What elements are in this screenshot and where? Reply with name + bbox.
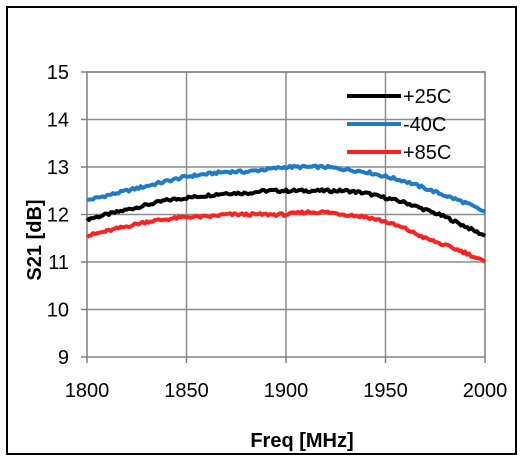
x-tick-label: 1850 <box>164 380 209 402</box>
axes: 9 10 11 12 13 14 15 1800 1850 1900 1950 2000 <box>47 62 508 402</box>
series-line-2 <box>87 163 487 214</box>
x-tick-label: 1900 <box>264 380 309 402</box>
y-tick-label: 14 <box>47 110 69 132</box>
grid <box>87 71 485 357</box>
y-tick-label: 11 <box>48 252 69 274</box>
legend-label: +85C <box>403 142 451 164</box>
series-line-1 <box>85 187 487 238</box>
legend-label: -40C <box>403 114 446 136</box>
chart-border <box>6 6 517 455</box>
y-tick-label: 12 <box>47 205 69 227</box>
plot-area <box>86 71 486 358</box>
series-lines <box>85 163 487 264</box>
x-tick-label: 2000 <box>463 380 508 402</box>
series-line-3 <box>85 209 487 264</box>
x-tick-label: 1800 <box>65 380 110 402</box>
legend-label: +25C <box>403 86 451 108</box>
y-tick-label: 9 <box>58 347 69 369</box>
y-tick-label: 15 <box>47 62 69 84</box>
y-axis-label: S21 [dB] <box>24 199 46 280</box>
y-tick-label: 13 <box>47 157 69 179</box>
x-axis-label: Freq [MHz] <box>250 430 353 452</box>
y-tick-label: 10 <box>47 300 69 322</box>
legend: +25C -40C +85C <box>347 86 451 164</box>
x-tick-label: 1950 <box>363 380 408 402</box>
